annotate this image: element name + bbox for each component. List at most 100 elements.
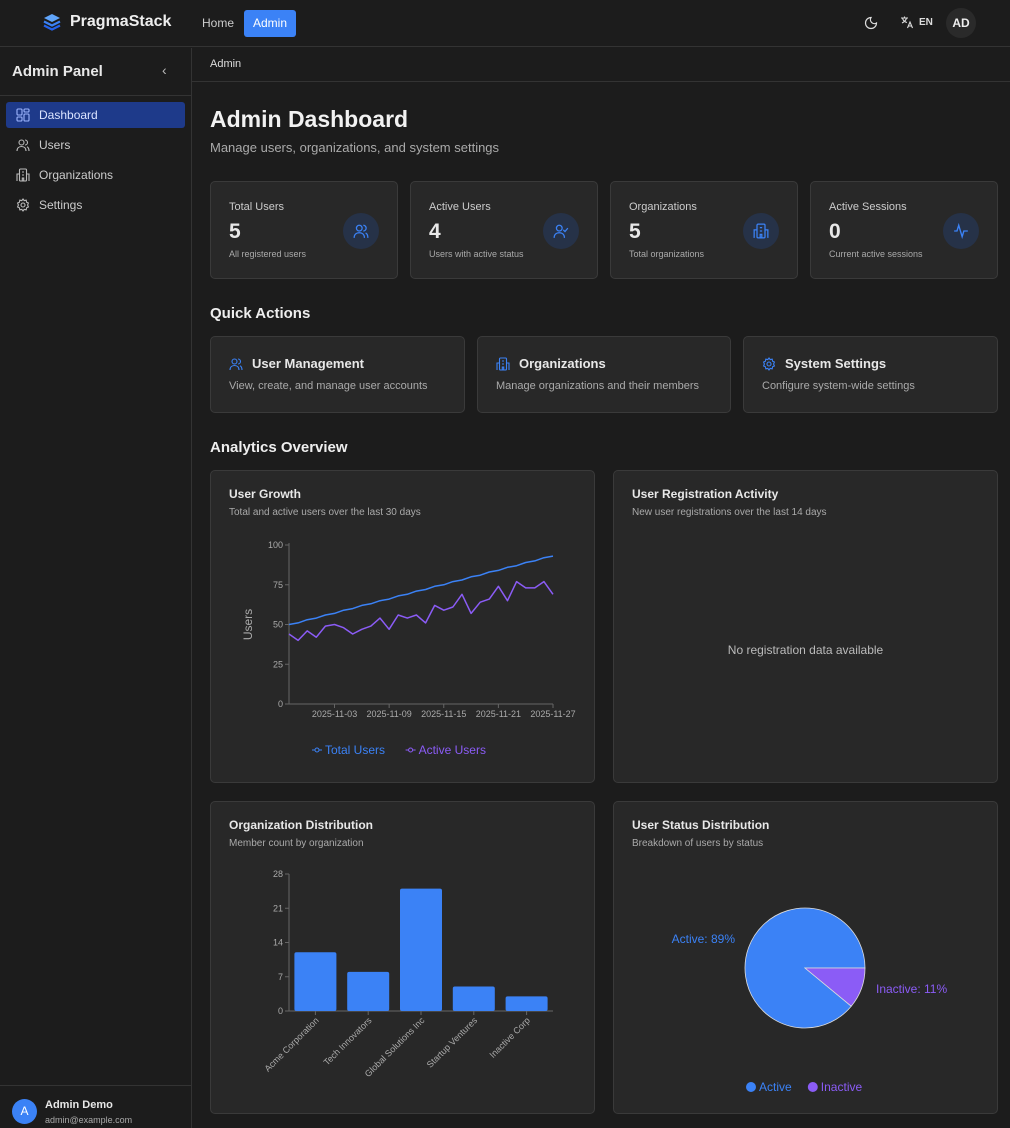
quick-action-desc: Configure system-wide settings [762, 380, 915, 392]
building-icon [743, 213, 779, 249]
sidebar-item-dashboard[interactable]: Dashboard [6, 102, 185, 128]
breadcrumb[interactable]: Admin [210, 58, 242, 70]
activity-icon [943, 213, 979, 249]
sidebar-item-settings[interactable]: Settings [6, 192, 185, 218]
user-status-chart: Active: 89% Inactive: 11% Active Inactive [672, 907, 947, 1094]
stat-label: Active Users [429, 201, 491, 213]
users-icon [16, 139, 30, 152]
x-tick-label: Startup Ventures [425, 1015, 480, 1070]
translate-icon [901, 16, 914, 29]
quick-action-organizations[interactable]: Organizations Manage organizations and t… [477, 336, 731, 413]
user-email: admin@example.com [45, 1115, 133, 1125]
analytics-heading: Analytics Overview [210, 439, 348, 456]
building-icon [16, 168, 30, 182]
language-code: EN [919, 16, 933, 28]
user-name: Admin Demo [45, 1099, 113, 1111]
user-check-icon [543, 213, 579, 249]
quick-actions-heading: Quick Actions [210, 305, 311, 322]
org-distribution-chart: 0 7 14 21 28 Acme Corporation Tech InnovatorsG… [262, 869, 553, 1079]
x-tick-label: 2025-11-03 [312, 709, 357, 719]
top-bar [0, 0, 1010, 47]
stat-desc: Users with active status [429, 249, 524, 259]
x-tick-label: 2025-11-15 [421, 709, 466, 719]
quick-action-title: User Management [252, 356, 364, 371]
quick-action-system-settings[interactable]: System Settings Configure system-wide se… [743, 336, 998, 413]
user-avatar[interactable]: AD [946, 8, 976, 38]
x-tick-label: Acme Corporation [262, 1015, 320, 1073]
sidebar-item-label: Dashboard [39, 108, 98, 122]
theme-toggle-button[interactable] [864, 16, 878, 35]
stat-label: Total Users [229, 201, 285, 213]
pie-slice-inactive [803, 967, 866, 1007]
x-tick-label: 2025-11-27 [530, 709, 575, 719]
chart-subtitle: New user registrations over the last 14 … [632, 507, 827, 518]
y-tick-label: 28 [273, 869, 283, 879]
user-growth-card: User Growth Total and active users over … [210, 470, 595, 783]
stat-value: 5 [229, 220, 241, 243]
sidebar-title: Admin Panel [12, 63, 103, 80]
sidebar-item-label: Settings [39, 198, 83, 212]
divider [0, 95, 191, 96]
y-tick-label: 14 [273, 938, 283, 948]
chart-title: Organization Distribution [229, 818, 373, 832]
legend-label: Total Users [325, 743, 385, 757]
stat-desc: All registered users [229, 249, 307, 259]
chart-title: User Growth [229, 487, 302, 501]
pie-label-inactive: Inactive: 11% [876, 982, 947, 996]
users-icon [229, 357, 243, 370]
language-button[interactable]: EN [900, 15, 933, 29]
stat-value: 4 [429, 220, 441, 243]
stat-card-active-users: Active Users 4 Users with active status [410, 181, 598, 279]
legend-marker [807, 1082, 818, 1092]
pie-label-active: Active: 89% [672, 932, 736, 946]
line-active-users [288, 580, 554, 642]
quick-action-title: Organizations [519, 356, 606, 371]
user-growth-chart: 0 25 50 75 100 2025-11-03 2025-11-09 2025-11-15… [241, 540, 576, 757]
user-avatar[interactable]: A [12, 1099, 37, 1124]
divider [192, 81, 1010, 82]
nav-home[interactable]: Home [202, 16, 235, 30]
stat-desc: Total organizations [629, 249, 705, 259]
quick-action-desc: View, create, and manage user accounts [229, 380, 428, 392]
bar-global-solutions-inc [400, 888, 442, 1011]
bar-tech-innovators [347, 971, 390, 1011]
stat-card-total-users: Total Users 5 All registered users [210, 181, 398, 279]
quick-action-desc: Manage organizations and their members [496, 380, 700, 392]
legend-label: Active [759, 1080, 792, 1094]
gear-icon [16, 198, 30, 212]
sidebar-item-organizations[interactable]: Organizations [6, 162, 185, 188]
moon-icon [864, 16, 878, 30]
stat-desc: Current active sessions [829, 249, 923, 259]
users-icon [343, 213, 379, 249]
divider [0, 1085, 191, 1086]
brand-logo[interactable]: PragmaStack [42, 12, 171, 32]
x-tick-label: 2025-11-09 [366, 709, 411, 719]
y-axis-label: Users [241, 609, 255, 640]
legend-label: Active Users [419, 743, 486, 757]
quick-action-title: System Settings [785, 356, 887, 371]
gear-icon [762, 356, 776, 371]
quick-action-user-management[interactable]: User Management View, create, and manage… [210, 336, 465, 413]
dashboard-icon [16, 108, 30, 122]
legend-marker [408, 747, 414, 753]
collapse-sidebar-button[interactable]: ‹ [162, 62, 167, 78]
stat-card-organizations: Organizations 5 Total organizations [610, 181, 798, 279]
sidebar-item-users[interactable]: Users [6, 132, 185, 158]
legend-marker [314, 747, 320, 753]
legend-marker [746, 1082, 756, 1092]
bar-acme-corporation [294, 952, 337, 1011]
y-tick-label: 75 [273, 580, 283, 590]
y-tick-label: 50 [273, 620, 283, 630]
y-tick-label: 25 [273, 659, 283, 669]
legend-label: Inactive [821, 1080, 863, 1094]
stat-card-active-sessions: Active Sessions 0 Current active session… [810, 181, 998, 279]
y-tick-label: 0 [278, 699, 283, 709]
y-tick-label: 21 [273, 903, 283, 913]
sidebar [0, 48, 192, 1128]
x-tick-label: 2025-11-21 [476, 709, 521, 719]
bar-inactive-corp [505, 996, 548, 1011]
stat-value: 0 [829, 220, 841, 243]
stat-value: 5 [629, 220, 641, 243]
x-tick-label: Inactive Corp [487, 1015, 532, 1060]
nav-admin[interactable]: Admin [244, 10, 297, 37]
